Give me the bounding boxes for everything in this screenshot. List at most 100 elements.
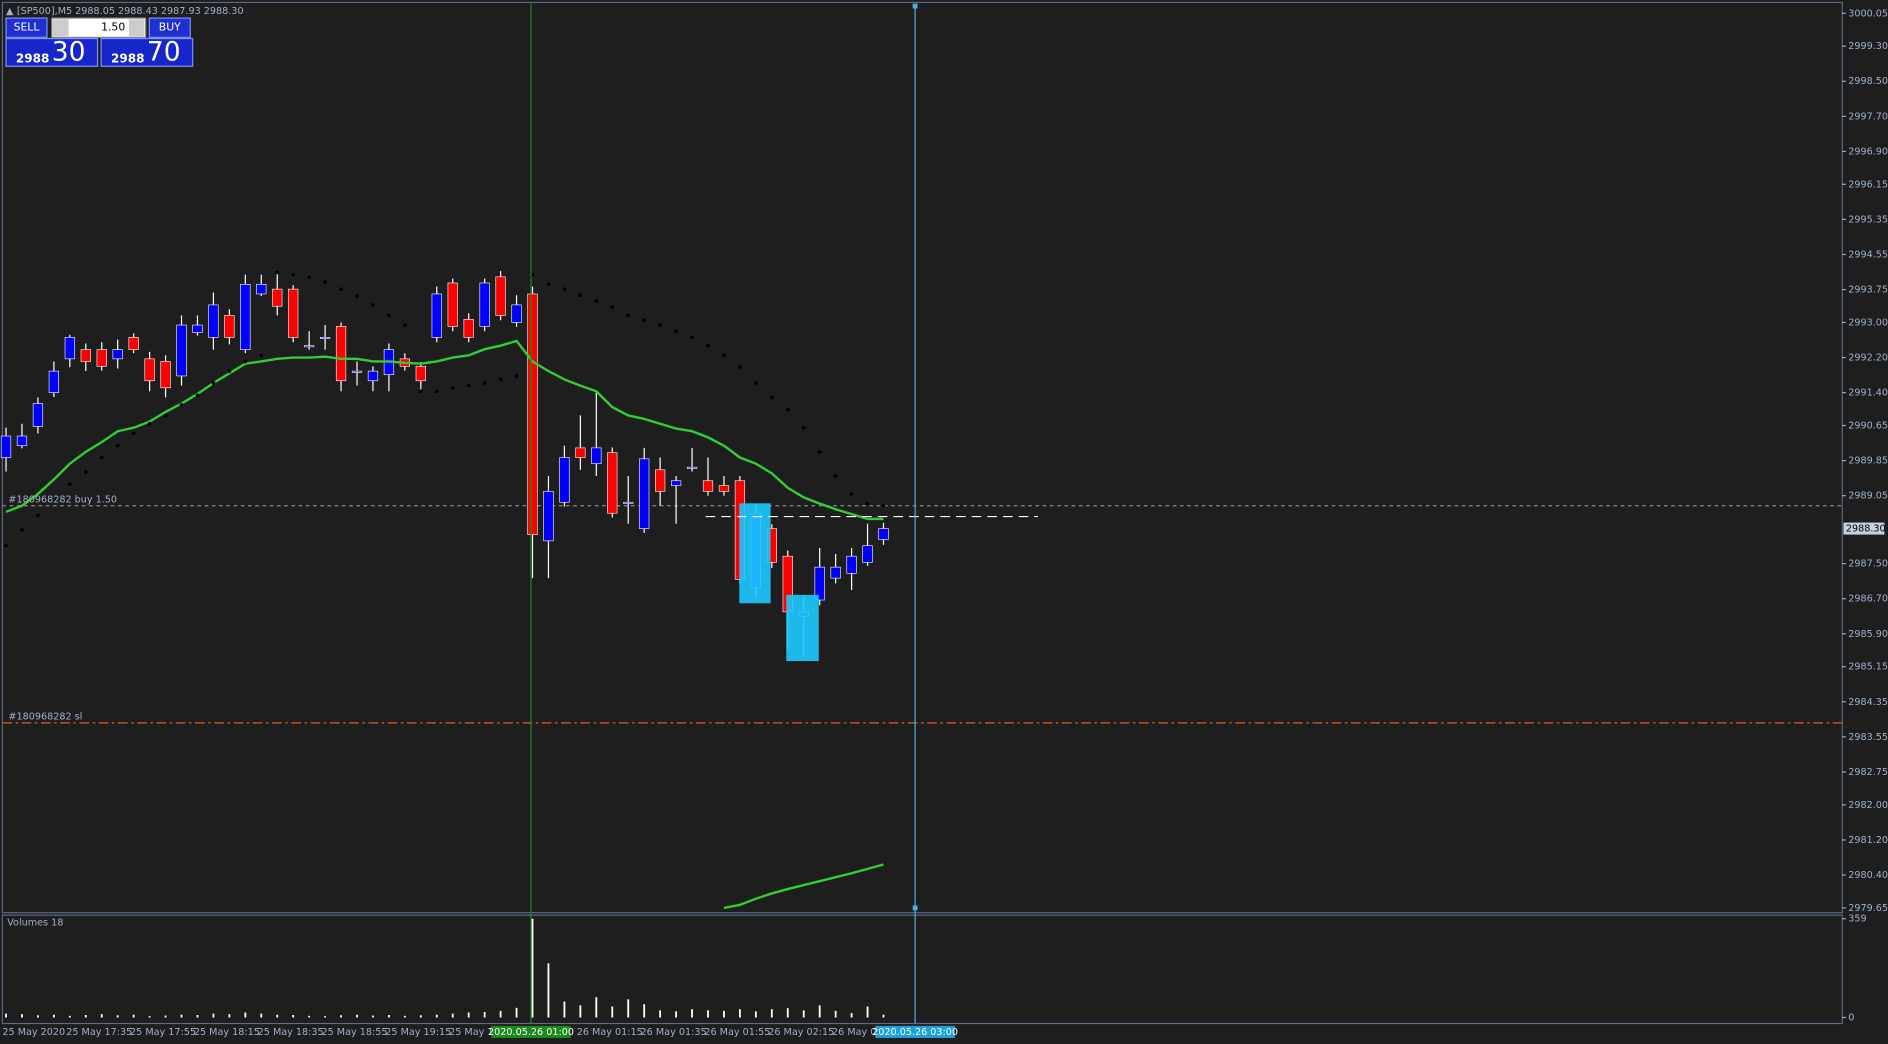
handle[interactable] [912, 905, 918, 911]
x-tick-label: 26 May 02:15 [768, 1027, 834, 1038]
sar-dot [243, 359, 248, 364]
sar-dot [259, 353, 264, 358]
x-tick-label: 25 May 17:55 [130, 1027, 196, 1038]
sar-dot [387, 313, 391, 318]
sar-dot [754, 381, 758, 385]
y-tick-label: 2985.15 [1848, 662, 1888, 673]
candle-body [144, 358, 155, 382]
y-tick-label: 2991.40 [1848, 388, 1888, 399]
candle-body [527, 293, 538, 536]
y-tick-label: 2996.90 [1848, 146, 1888, 157]
y-tick-label: 2979.65 [1848, 903, 1888, 914]
x-tick-label: 26 May 01:35 [641, 1027, 707, 1038]
highlight-box [786, 594, 819, 662]
x-tick-label: 25 May 1 [449, 1027, 493, 1038]
candle-body [224, 315, 235, 338]
candle-body [830, 566, 841, 579]
y-tick-label: 3000.05 [1848, 8, 1888, 19]
buy-button[interactable] [148, 17, 191, 38]
y-tick-label: 2992.20 [1848, 353, 1888, 364]
sar-dot [578, 293, 583, 298]
x-tick-label: 25 May 18:35 [258, 1027, 324, 1038]
sar-dot [36, 513, 40, 518]
x-tick-label: 25 May 18:55 [321, 1027, 387, 1038]
candle-body [0, 435, 12, 458]
highlight-box [739, 503, 771, 604]
candle-body [559, 457, 570, 503]
x-tick-label: 25 May 18:15 [194, 1027, 260, 1038]
sar-dot [722, 353, 726, 358]
title-marker: ▲ [6, 6, 14, 17]
sar-dot [801, 425, 806, 430]
ask-small: 70 [147, 37, 181, 68]
sar-dot [211, 381, 216, 385]
candle-body [192, 324, 203, 333]
trade-panel: SELL 1.50 BUY 2988 30 2988 70 [5, 17, 194, 68]
sar-dot [339, 287, 343, 291]
volume-title: Volumes 18 [7, 917, 63, 928]
sar-dot [642, 318, 646, 323]
candle-body [319, 337, 331, 339]
x-tick-label: 25 May 2020 [2, 1027, 65, 1038]
ma-line [5, 339, 884, 521]
candle-body [96, 349, 107, 367]
candle-body [607, 452, 618, 514]
buy-label: BUY [159, 21, 181, 34]
sl-label: #180968282 sl [8, 711, 82, 722]
y-tick-label: 2983.55 [1848, 732, 1888, 743]
candle-body [64, 337, 75, 360]
candle-body [160, 361, 171, 389]
lots-down[interactable] [52, 19, 69, 37]
candle-body [447, 282, 458, 327]
sar-dot [323, 280, 327, 284]
candle-body [479, 282, 490, 327]
y-tick-label: 2987.50 [1848, 559, 1888, 570]
sar-dot [674, 329, 678, 334]
y-tick-label: 2984.35 [1848, 697, 1888, 708]
sar-dot [434, 389, 439, 394]
sar-dot [817, 450, 822, 454]
candle-body [431, 293, 442, 338]
candle-body [670, 480, 682, 486]
volume-pane [1, 914, 1843, 1025]
sell-label: SELL [14, 21, 40, 34]
lots-input[interactable] [51, 17, 147, 38]
volume-tick-label: 359 [1848, 914, 1866, 925]
sar-dot [355, 294, 359, 298]
candle-body [543, 490, 554, 542]
candle-body [862, 545, 873, 563]
bid-big: 2988 [16, 52, 50, 66]
candle-body [272, 288, 283, 307]
sar-dot [68, 482, 72, 487]
x-tick-label: 26 May 01:55 [704, 1027, 770, 1038]
sar-dot [706, 343, 710, 348]
lots-up[interactable] [128, 19, 145, 37]
y-tick-label: 2982.00 [1848, 800, 1888, 811]
sar-dot [83, 470, 88, 474]
crosshair-time-box [875, 1025, 955, 1038]
candle-body [288, 288, 299, 338]
candle-body [128, 337, 139, 350]
sar-dot [99, 455, 104, 460]
candle-body [32, 403, 44, 427]
candle-body [335, 326, 347, 382]
sar-dot [610, 305, 615, 309]
sar-dot [4, 543, 8, 548]
ma-line [723, 863, 884, 910]
current-price-box [1843, 522, 1885, 535]
x-tick-label: 25 May 19:15 [385, 1027, 451, 1038]
y-tick-label: 2989.85 [1848, 456, 1888, 467]
crosshair-time: 2020.05.26 03:00 [872, 1027, 958, 1038]
current-price-label: 2988.30 [1846, 524, 1886, 535]
y-tick-label: 2981.20 [1848, 835, 1888, 846]
candle-body [814, 566, 825, 601]
sell-button[interactable] [5, 17, 48, 38]
sar-dot [658, 323, 662, 327]
handle[interactable] [912, 3, 918, 9]
candle-body [878, 528, 889, 540]
candle-body [48, 370, 59, 393]
bid-small: 30 [52, 37, 86, 68]
